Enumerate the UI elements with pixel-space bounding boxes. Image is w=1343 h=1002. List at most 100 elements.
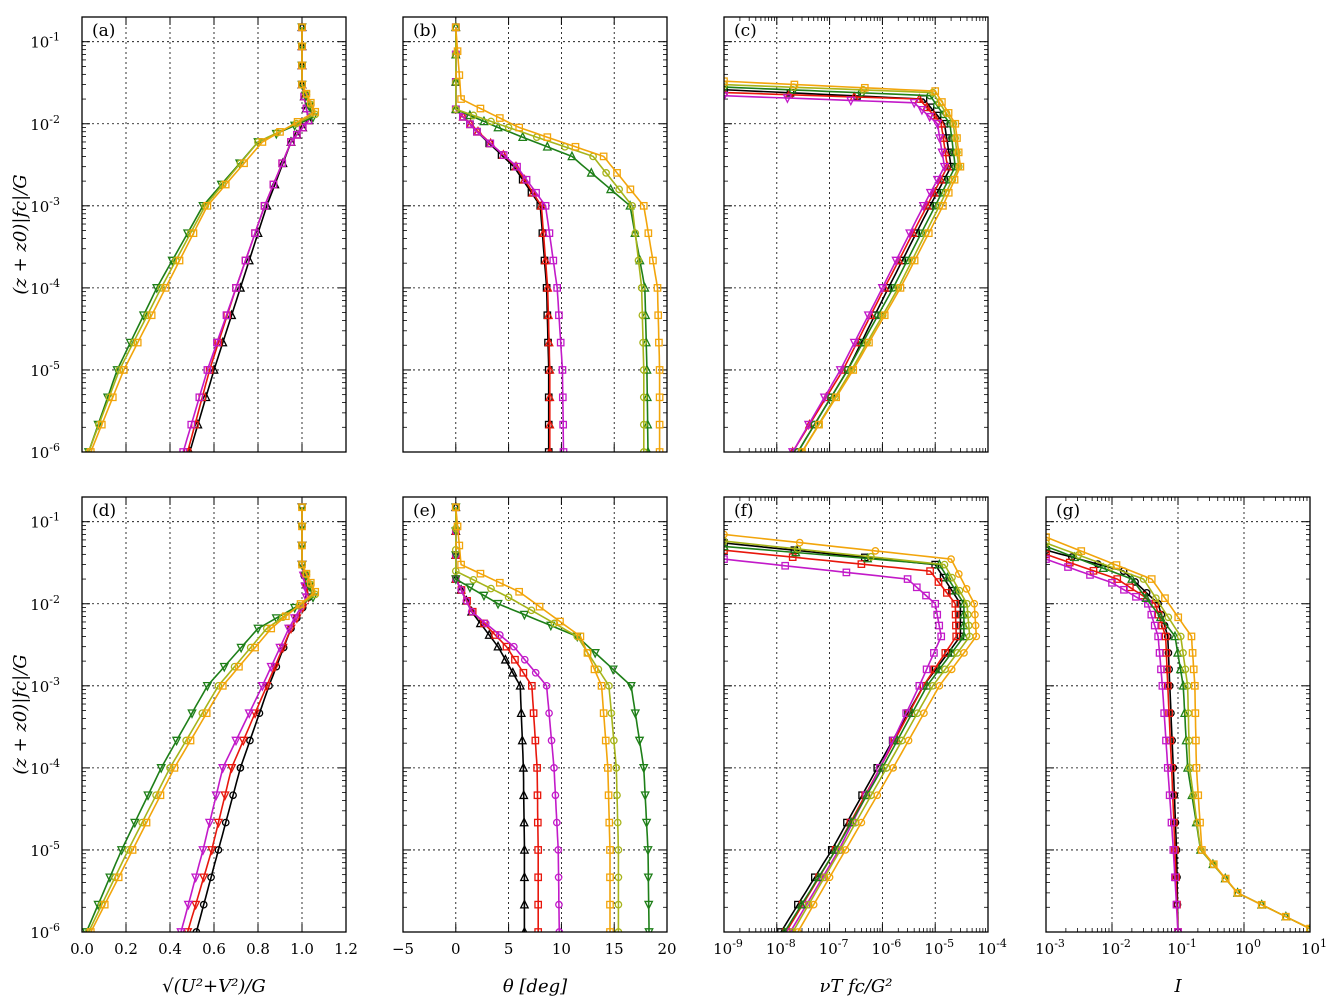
data-point-orange [904, 736, 913, 745]
data-point-green [862, 552, 873, 563]
series-line-red [724, 91, 949, 452]
data-point-orange [924, 229, 933, 238]
data-point-yellowgreen [963, 599, 971, 608]
data-point-orange [931, 87, 940, 95]
data-point-yellowgreen [614, 846, 623, 854]
data-point-orange [1187, 632, 1196, 641]
data-point-magenta [1064, 563, 1072, 571]
data-point-magenta [232, 284, 240, 292]
data-point-magenta [555, 900, 563, 909]
data-point-magenta [554, 846, 563, 854]
data-point-red [238, 736, 249, 747]
data-point-orange [1188, 649, 1197, 657]
data-point-green [922, 680, 932, 690]
y-tick-label: 10-6 [30, 921, 60, 942]
data-point-magenta [1163, 764, 1172, 772]
data-point-green [590, 649, 600, 659]
data-point-orange [1147, 575, 1156, 583]
data-point-green [493, 121, 503, 132]
data-point-red [952, 632, 961, 641]
data-point-red [941, 649, 950, 657]
x-tick-label: 0 [451, 940, 461, 958]
series-line-black [1046, 549, 1179, 932]
data-point-magenta [935, 621, 944, 630]
data-point-yellowgreen [487, 117, 495, 126]
data-point-black [493, 641, 503, 651]
data-point-orange [1112, 561, 1121, 569]
data-point-yellowgreen [1164, 613, 1173, 622]
series-line-black [455, 507, 526, 932]
data-point-black [235, 282, 246, 292]
data-point-yellowgreen [851, 818, 860, 827]
data-point-black [515, 680, 525, 690]
data-point-black [724, 85, 728, 94]
data-point-orange [495, 114, 504, 122]
data-point-magenta [922, 665, 931, 674]
data-point-magenta [835, 366, 846, 376]
data-point-yellowgreen [613, 818, 622, 827]
x-axis-label: νT fc/G² [819, 976, 892, 997]
data-point-orange [938, 98, 946, 106]
x-tick-label: 1.0 [290, 940, 314, 958]
data-point-orange [950, 175, 959, 184]
data-point-orange [1194, 791, 1203, 800]
data-point-yellowgreen [504, 123, 513, 132]
data-point-orange [583, 649, 592, 657]
panel-label: (c) [734, 21, 757, 41]
data-point-red [190, 900, 201, 911]
data-point-magenta [190, 873, 201, 883]
y-tick-label: 10-2 [30, 593, 60, 614]
data-point-orange [451, 503, 460, 512]
data-point-orange [971, 621, 980, 630]
data-point-yellowgreen [614, 900, 623, 909]
data-point-magenta [466, 120, 474, 129]
data-point-yellowgreen [198, 709, 207, 718]
data-point-green [493, 599, 503, 610]
data-point-red [198, 873, 209, 883]
data-point-black [500, 654, 511, 664]
data-point-orange [202, 709, 211, 718]
data-point-red [519, 668, 528, 677]
data-point-magenta [1167, 818, 1176, 827]
data-point-black [508, 667, 518, 677]
data-point-yellowgreen [628, 201, 637, 210]
data-point-magenta [467, 607, 476, 616]
data-point-black [236, 764, 245, 772]
panel-label: (b) [413, 21, 437, 41]
data-point-red [908, 227, 918, 238]
data-point-magenta [1150, 621, 1159, 630]
data-point-orange [455, 541, 464, 550]
data-point-black [518, 789, 529, 800]
series-line-yellowgreen [1046, 542, 1310, 930]
data-point-orange [954, 148, 963, 157]
data-point-yellowgreen [129, 338, 138, 347]
data-point-green [634, 736, 645, 747]
data-point-magenta [1147, 610, 1156, 619]
x-tick-label: 10-6 [871, 937, 901, 958]
data-point-orange [654, 311, 663, 320]
data-point-orange [128, 846, 137, 854]
plot-area [724, 77, 965, 452]
data-point-orange [142, 818, 151, 827]
x-tick-label: 10-8 [766, 937, 796, 958]
data-point-magenta [915, 681, 924, 690]
data-point-red [534, 873, 543, 882]
data-point-orange [724, 77, 728, 86]
data-point-green [642, 418, 653, 429]
data-point-green [93, 900, 103, 911]
data-point-magenta [917, 105, 927, 116]
data-point-green [167, 256, 177, 267]
data-point-magenta [1157, 665, 1165, 674]
y-tick-label: 10-5 [30, 359, 60, 380]
y-tick-label: 10-2 [30, 113, 60, 134]
x-tick-label: 20 [657, 940, 676, 958]
data-point-magenta [803, 420, 814, 431]
axes-frame [402, 16, 668, 453]
data-point-yellowgreen [804, 900, 813, 909]
data-point-black [519, 844, 530, 854]
data-point-orange [97, 420, 106, 429]
data-point-magenta [269, 180, 278, 189]
x-tick-label: 10-9 [713, 937, 743, 958]
data-point-orange [170, 764, 179, 772]
panel-label: (d) [92, 501, 116, 521]
